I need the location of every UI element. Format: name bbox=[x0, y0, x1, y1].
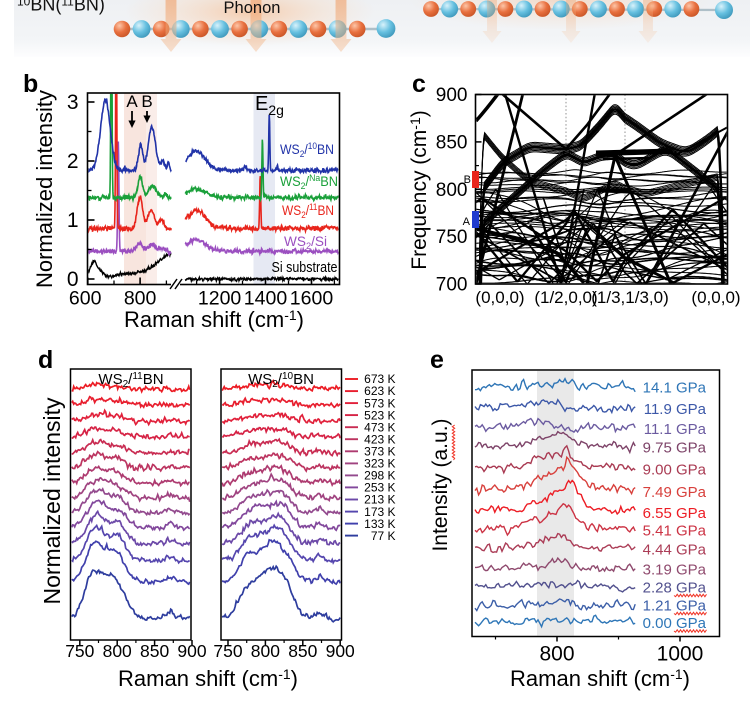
svg-text:11.1 GPa: 11.1 GPa bbox=[644, 421, 707, 438]
svg-text:Phonon: Phonon bbox=[224, 0, 281, 17]
svg-text:800: 800 bbox=[124, 288, 157, 310]
svg-text:750: 750 bbox=[213, 641, 242, 661]
svg-text:WS2/Si: WS2/Si bbox=[284, 233, 327, 252]
svg-text:623 K: 623 K bbox=[364, 384, 395, 398]
svg-text:Frequency (cm-1): Frequency (cm-1) bbox=[407, 110, 431, 270]
svg-text:253 K: 253 K bbox=[364, 481, 395, 495]
svg-text:523 K: 523 K bbox=[364, 408, 395, 422]
svg-text:1400: 1400 bbox=[244, 288, 288, 310]
svg-text:173 K: 173 K bbox=[364, 505, 395, 519]
svg-text:WS2/NaBN: WS2/NaBN bbox=[280, 173, 338, 192]
svg-text:d: d bbox=[38, 346, 53, 374]
svg-text:800: 800 bbox=[103, 641, 132, 661]
svg-text:1000: 1000 bbox=[657, 643, 704, 666]
svg-text:900: 900 bbox=[326, 641, 355, 661]
svg-text:900: 900 bbox=[177, 641, 206, 661]
svg-text:Si substrate: Si substrate bbox=[272, 260, 338, 276]
svg-text:750: 750 bbox=[436, 227, 468, 248]
svg-text:14.1 GPa: 14.1 GPa bbox=[643, 380, 707, 397]
svg-text:323 K: 323 K bbox=[364, 457, 395, 471]
svg-text:600: 600 bbox=[69, 288, 102, 310]
svg-text:573 K: 573 K bbox=[364, 396, 395, 410]
svg-text:298 K: 298 K bbox=[364, 469, 395, 483]
svg-text:B: B bbox=[464, 174, 471, 186]
svg-text:133 K: 133 K bbox=[364, 517, 395, 531]
svg-text:700: 700 bbox=[436, 275, 468, 296]
svg-text:Normalized intensity: Normalized intensity bbox=[39, 397, 65, 605]
svg-text:850: 850 bbox=[436, 132, 468, 153]
svg-text:(1/2,0,0): (1/2,0,0) bbox=[534, 288, 597, 307]
svg-text:213 K: 213 K bbox=[364, 493, 395, 507]
svg-text:2: 2 bbox=[67, 150, 79, 173]
svg-text:750: 750 bbox=[65, 641, 94, 661]
svg-text:A: A bbox=[463, 216, 471, 228]
svg-text:6.55 GPa: 6.55 GPa bbox=[643, 505, 707, 522]
svg-text:1.21 GPa: 1.21 GPa bbox=[643, 598, 707, 615]
svg-text:0: 0 bbox=[67, 268, 79, 291]
svg-text:800: 800 bbox=[436, 180, 468, 201]
svg-text:373 K: 373 K bbox=[364, 445, 395, 459]
svg-text:1200: 1200 bbox=[198, 288, 242, 310]
svg-text:800: 800 bbox=[251, 641, 280, 661]
svg-text:10BN(11BN): 10BN(11BN) bbox=[17, 0, 105, 15]
svg-text:b: b bbox=[23, 70, 38, 98]
svg-text:5.41 GPa: 5.41 GPa bbox=[643, 523, 707, 540]
svg-text:9.75 GPa: 9.75 GPa bbox=[643, 440, 707, 457]
svg-text:Raman shift (cm-1): Raman shift (cm-1) bbox=[510, 666, 690, 691]
svg-text:Raman shift (cm-1): Raman shift (cm-1) bbox=[118, 666, 298, 691]
svg-text:673 K: 673 K bbox=[364, 372, 395, 386]
svg-text:1600: 1600 bbox=[290, 288, 334, 310]
svg-text:A: A bbox=[126, 92, 138, 111]
svg-text:4.44 GPa: 4.44 GPa bbox=[643, 542, 707, 559]
svg-text:e: e bbox=[430, 346, 444, 374]
svg-text:800: 800 bbox=[539, 643, 574, 666]
svg-text:(0,0,0): (0,0,0) bbox=[691, 288, 740, 307]
svg-text:(1/3,1/3,0): (1/3,1/3,0) bbox=[591, 288, 669, 307]
svg-text:473 K: 473 K bbox=[364, 420, 395, 434]
svg-text:3.19 GPa: 3.19 GPa bbox=[643, 562, 707, 579]
svg-text:(0,0,0): (0,0,0) bbox=[475, 288, 524, 307]
svg-text:850: 850 bbox=[140, 641, 169, 661]
svg-text:WS2/10BN: WS2/10BN bbox=[248, 371, 314, 390]
svg-text:WS2/11BN: WS2/11BN bbox=[282, 202, 334, 221]
svg-text:850: 850 bbox=[288, 641, 317, 661]
svg-text:900: 900 bbox=[436, 85, 468, 106]
svg-text:WS2/10BN: WS2/10BN bbox=[280, 141, 334, 160]
svg-text:3: 3 bbox=[67, 91, 79, 114]
svg-text:c: c bbox=[412, 70, 426, 98]
svg-text:2.28 GPa: 2.28 GPa bbox=[643, 580, 707, 597]
svg-text:9.00 GPa: 9.00 GPa bbox=[643, 462, 707, 479]
svg-text:Raman shift (cm-1): Raman shift (cm-1) bbox=[124, 307, 304, 332]
svg-text:1: 1 bbox=[67, 209, 79, 232]
svg-text:77 K: 77 K bbox=[371, 529, 396, 543]
svg-text:Intensity (a.u.): Intensity (a.u.) bbox=[429, 418, 452, 551]
svg-text:Normalized intensity: Normalized intensity bbox=[32, 90, 57, 288]
svg-text:WS2/11BN: WS2/11BN bbox=[98, 371, 163, 390]
svg-text:B: B bbox=[141, 92, 152, 111]
svg-text:0.00 GPa: 0.00 GPa bbox=[643, 615, 707, 632]
svg-text:7.49 GPa: 7.49 GPa bbox=[643, 484, 707, 501]
svg-text:423 K: 423 K bbox=[364, 432, 395, 446]
svg-text:11.9 GPa: 11.9 GPa bbox=[644, 401, 707, 418]
